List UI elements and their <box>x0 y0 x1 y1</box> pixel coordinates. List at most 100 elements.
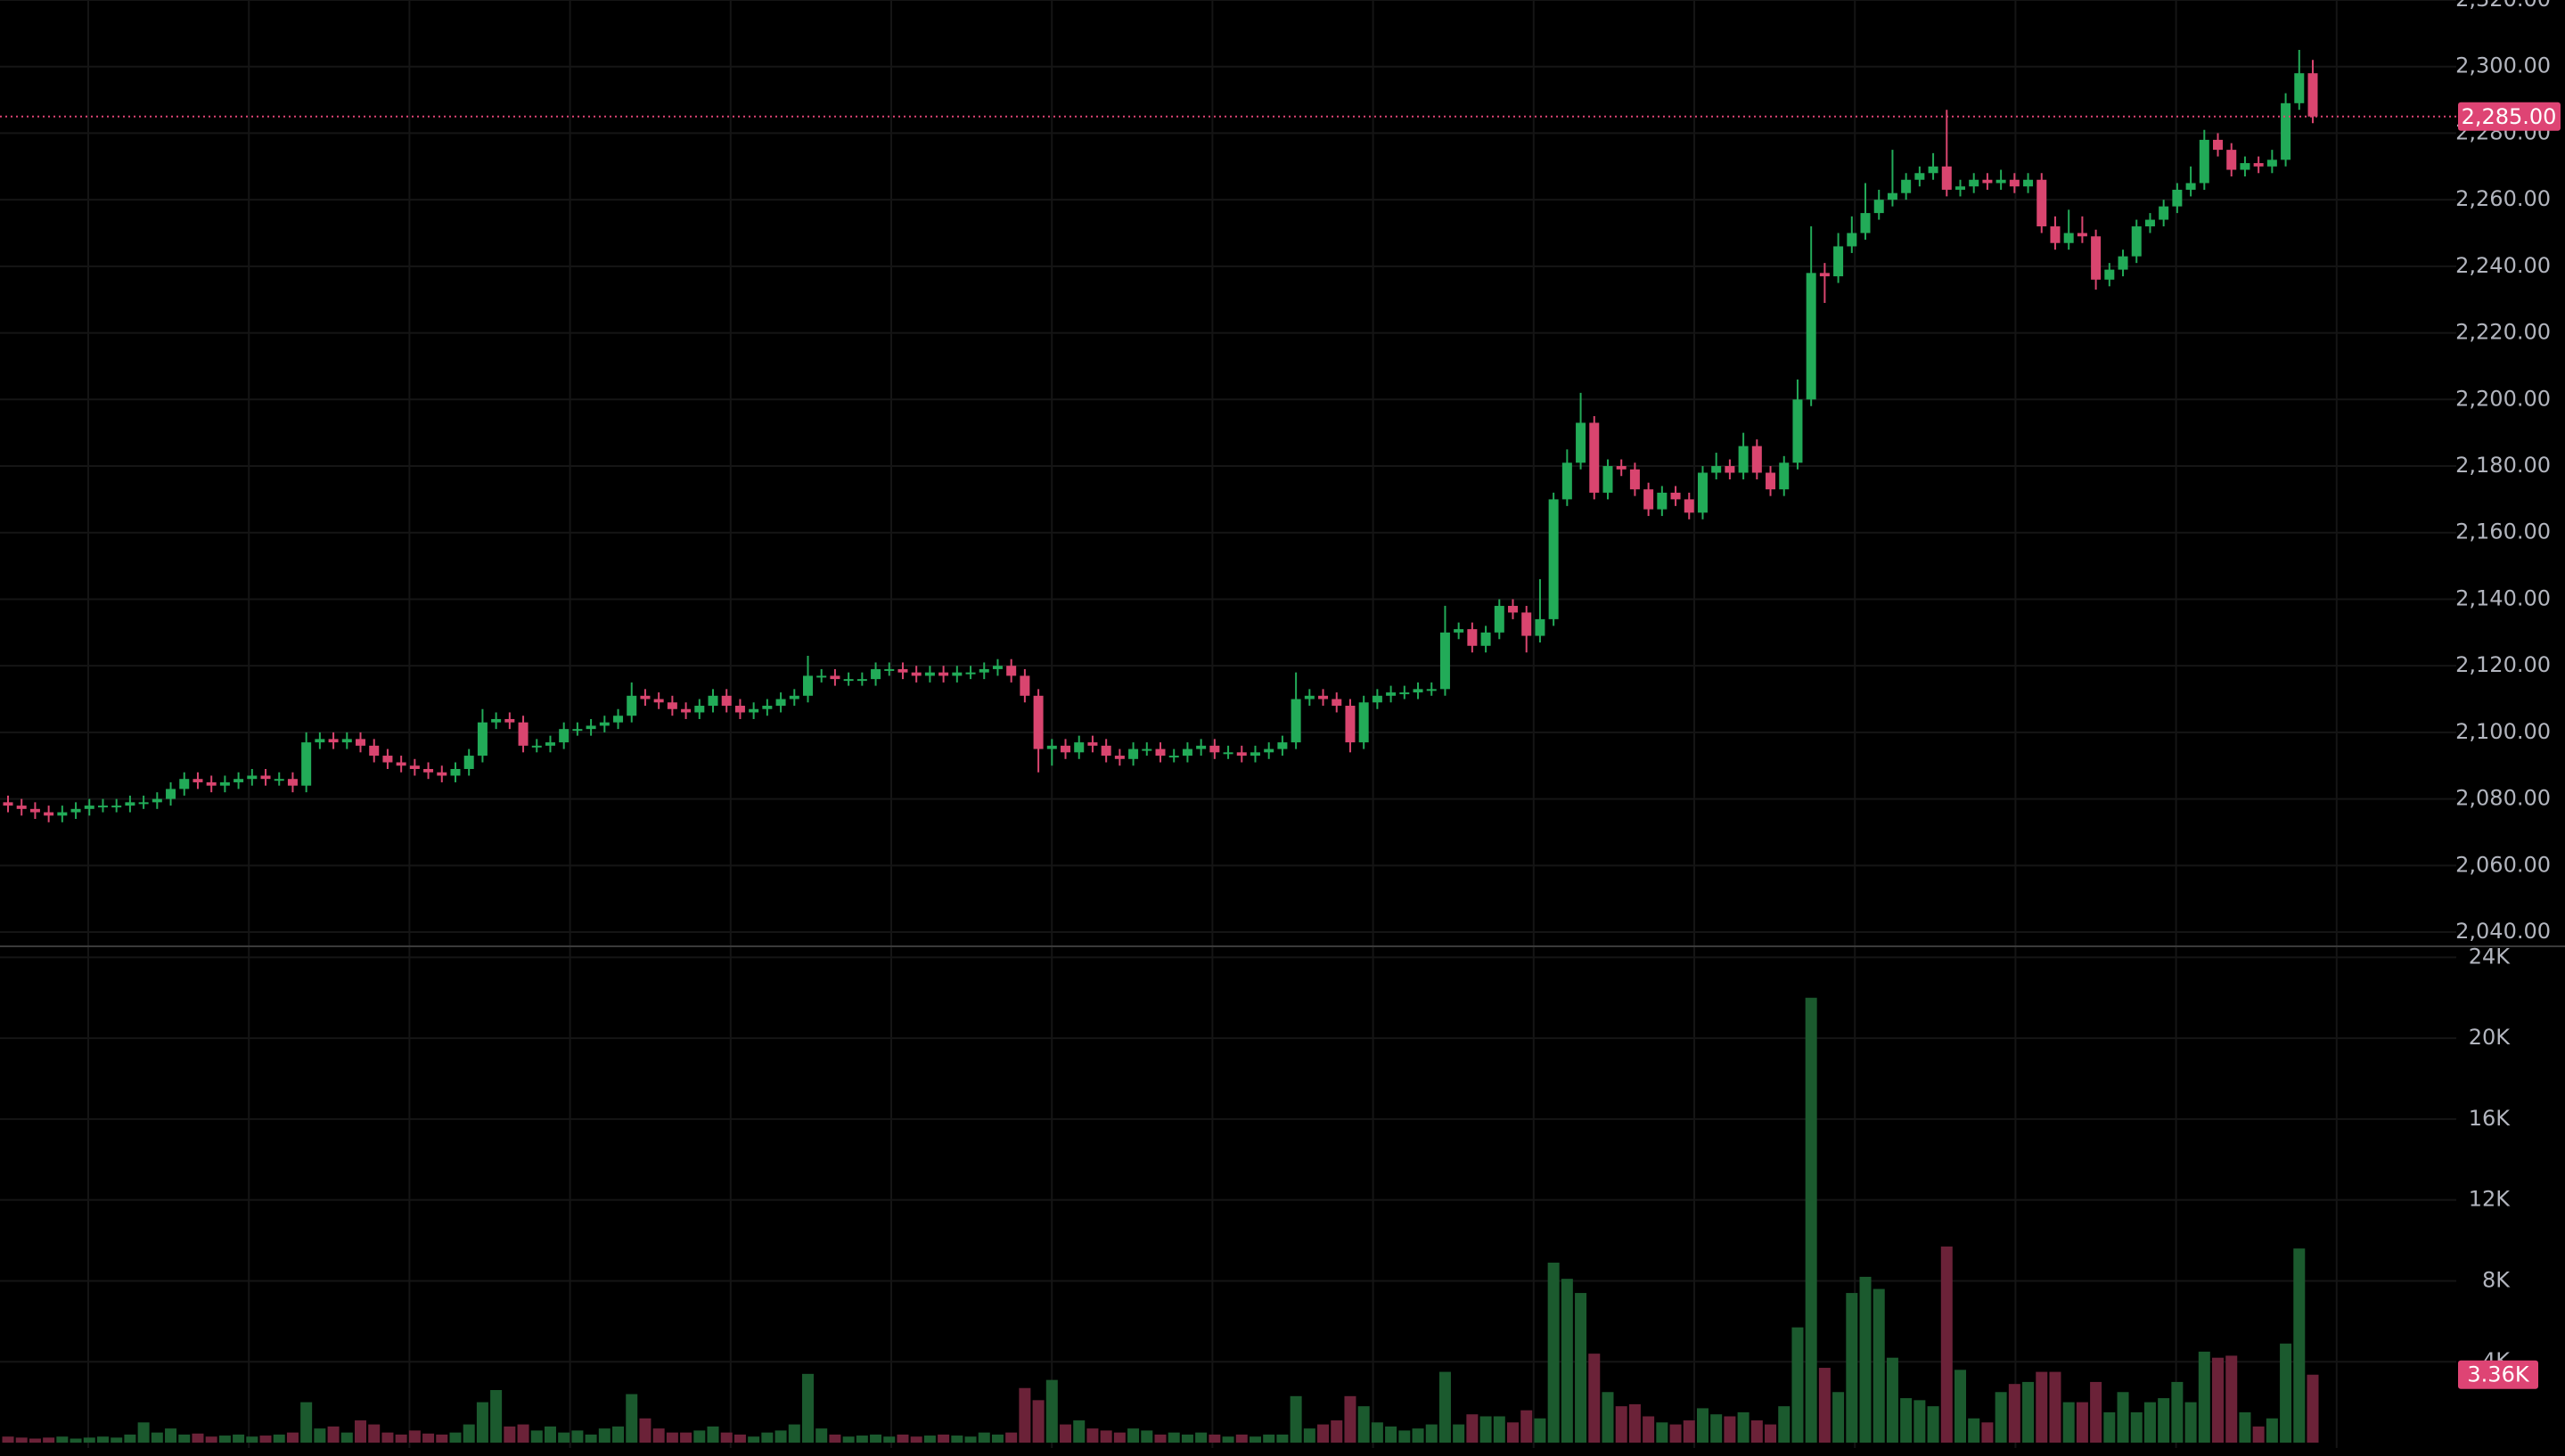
volume-bar <box>530 1430 543 1443</box>
volume-bar <box>1832 1392 1845 1443</box>
volume-bar <box>1995 1392 2007 1443</box>
volume-bar <box>815 1428 828 1443</box>
volume-bar <box>70 1438 82 1443</box>
candle-body <box>1454 629 1464 633</box>
volume-bar <box>1086 1428 1099 1443</box>
volume-bar <box>923 1436 936 1443</box>
candle-body <box>667 702 677 709</box>
volume-bar <box>2239 1411 2251 1443</box>
candle-body <box>1847 233 1857 247</box>
y-tick-label: 2,320.00 <box>2455 0 2551 12</box>
candle-body <box>2131 226 2142 257</box>
candle-body <box>1168 756 1179 758</box>
volume-bar <box>1683 1420 1695 1443</box>
candle-body <box>1399 692 1410 695</box>
candle-body <box>694 706 705 713</box>
volume-bar <box>829 1434 841 1443</box>
candle-body <box>572 729 583 732</box>
volume-bar <box>2171 1381 2184 1443</box>
candle-body <box>1101 745 1111 757</box>
volume-bar <box>1331 1420 1343 1443</box>
volume-bar <box>29 1438 41 1443</box>
volume-bar <box>720 1432 733 1443</box>
candle-body <box>1209 745 1220 753</box>
candle-body <box>1033 695 1044 749</box>
volume-bar <box>707 1426 719 1443</box>
y2-tick-label: 12K <box>2469 1187 2512 1212</box>
candle-body <box>1020 675 1030 696</box>
volume-bar <box>15 1437 28 1443</box>
volume-bar <box>1303 1428 1315 1443</box>
volume-bar <box>43 1437 55 1443</box>
volume-bar <box>1235 1434 1248 1443</box>
candle-body <box>1561 462 1572 500</box>
candle-body <box>274 779 284 781</box>
volume-bar <box>2225 1355 2238 1443</box>
candle-body <box>559 729 570 743</box>
volume-bar <box>1168 1432 1180 1443</box>
y-tick-label: 2,200.00 <box>2455 386 2551 411</box>
volume-bar <box>2117 1392 2129 1443</box>
volume-bar <box>2280 1343 2292 1443</box>
candle-body <box>1345 706 1356 743</box>
last-volume-tag <box>2458 1360 2538 1389</box>
candle-body <box>1833 246 1844 277</box>
candle-body <box>356 739 366 746</box>
volume-bar <box>1141 1430 1153 1443</box>
volume-bar <box>1019 1387 1031 1443</box>
last-price-label: 2,285.00 <box>2462 104 2557 129</box>
volume-bar <box>1778 1406 1791 1443</box>
candle-body <box>2185 183 2196 190</box>
volume-bar <box>1032 1400 1045 1443</box>
volume-bar <box>137 1422 150 1443</box>
candle-body <box>1521 612 1532 636</box>
volume-bar <box>1656 1422 1668 1443</box>
y-tick-label: 2,300.00 <box>2455 53 2551 78</box>
volume-bar <box>1765 1424 1777 1443</box>
volume-bar <box>1127 1428 1140 1443</box>
candle-body <box>138 802 149 805</box>
candle-body <box>2281 102 2291 160</box>
candle-body <box>1670 492 1681 500</box>
candle-body <box>2104 269 2115 280</box>
y-tick-label: 2,120.00 <box>2455 652 2551 677</box>
candle-body <box>16 806 27 809</box>
volume-bar <box>246 1436 258 1443</box>
candle-body <box>1995 179 2006 184</box>
volume-bar <box>2212 1357 2225 1443</box>
volume-bar <box>1588 1354 1601 1443</box>
volume-bar <box>422 1433 435 1443</box>
volume-bar <box>1249 1436 1261 1443</box>
volume-bar <box>2143 1402 2156 1443</box>
volume-bar <box>598 1428 611 1443</box>
y2-tick-label: 16K <box>2469 1106 2512 1131</box>
volume-bar <box>2184 1402 2197 1443</box>
volume-bar <box>1398 1430 1411 1443</box>
volume-bar <box>2 1436 14 1443</box>
volume-bar <box>2062 1402 2075 1443</box>
volume-bar <box>1561 1279 1573 1443</box>
candle-body <box>1358 702 1369 743</box>
candle-body <box>1182 748 1192 757</box>
volume-bar <box>1859 1276 1872 1443</box>
volume-bar <box>938 1434 950 1443</box>
y2-tick-label: 20K <box>2469 1025 2512 1050</box>
volume-bar <box>111 1437 123 1443</box>
candle-body <box>1046 745 1057 749</box>
volume-bar <box>205 1436 217 1443</box>
volume-bar <box>1575 1293 1587 1443</box>
volume-bar <box>1222 1436 1234 1443</box>
volume-bar <box>680 1432 692 1443</box>
candle-body <box>1819 273 1830 277</box>
volume-bar <box>1479 1416 1492 1443</box>
volume-bar <box>978 1432 990 1443</box>
volume-bar <box>693 1430 706 1443</box>
candle-body <box>152 798 162 803</box>
y-tick-label: 2,260.00 <box>2455 186 2551 211</box>
volume-bar <box>1615 1406 1627 1443</box>
volume-bar <box>504 1426 516 1443</box>
volume-bar <box>259 1436 272 1443</box>
volume-bar <box>1628 1403 1641 1443</box>
candle-body <box>504 718 515 723</box>
